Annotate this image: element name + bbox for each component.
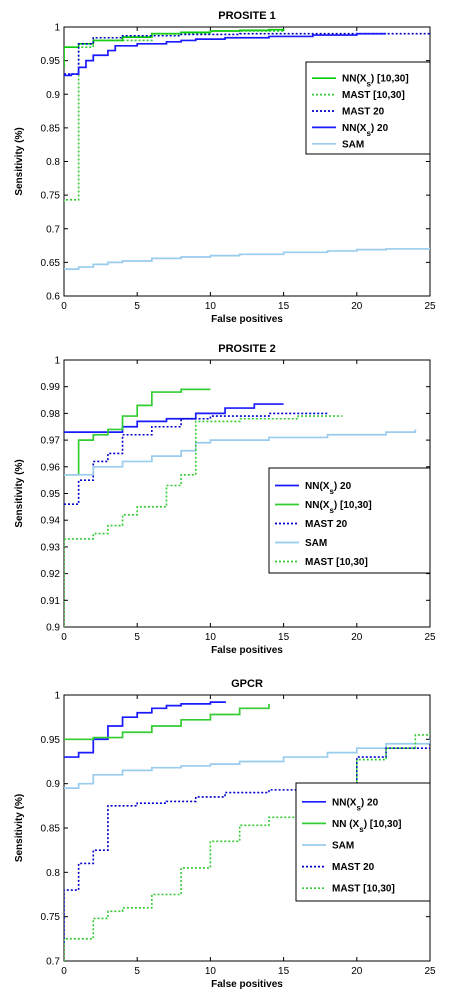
x-tick-label: 5	[134, 301, 140, 312]
series-line-1	[64, 403, 284, 433]
legend-label: SAM	[305, 538, 327, 549]
y-tick-label: 0.9	[46, 623, 60, 634]
x-tick-label: 25	[424, 966, 436, 977]
x-tick-label: 20	[351, 301, 363, 312]
series-line-5	[64, 247, 430, 270]
series-line-3	[64, 739, 430, 789]
legend-label: MAST [10,30]	[332, 884, 395, 895]
y-tick-label: 0.95	[41, 735, 61, 746]
series-line-2	[64, 29, 285, 202]
y-tick-label: 0.65	[41, 258, 61, 269]
chart-panel-3: GPCR False positives Sensitivity (%) 0 5 10 15…	[14, 678, 436, 990]
series-line-1	[64, 28, 285, 68]
chart-title: PROSITE 1	[218, 10, 275, 22]
y-tick-label: 0.99	[41, 382, 61, 393]
legend-label: NN(Xs) 20	[342, 123, 389, 138]
chart-panel-1: PROSITE 1 False positives Sensitivity (%) 0…	[14, 10, 436, 325]
x-tick-label: 5	[134, 632, 140, 643]
y-tick-label: 0.98	[41, 409, 61, 420]
x-tick-label: 25	[424, 301, 436, 312]
legend-label: NN(Xs) 20	[332, 797, 379, 812]
legend-box	[295, 782, 431, 902]
series-line-4	[64, 429, 417, 476]
x-tick-label: 0	[61, 966, 67, 977]
x-tick-label: 10	[205, 966, 217, 977]
chart-panel-2: PROSITE 2 False positives Sensitivity (%) 0…	[14, 343, 436, 656]
legend-label: MAST 20	[305, 519, 348, 530]
y-tick-label: 0.7	[46, 957, 60, 968]
series-line-5	[64, 415, 343, 627]
legend: NN(Xs) 20 NN (Xs) [10,30] SAM MAST 20 MAST […	[295, 782, 431, 902]
legend-label: MAST 20	[342, 107, 385, 118]
y-tick-label: 0.9	[46, 779, 60, 790]
x-tick-label: 15	[278, 966, 290, 977]
x-tick-label: 5	[134, 966, 140, 977]
y-tick-label: 0.92	[41, 569, 61, 580]
y-tick-label: 0.7	[46, 224, 60, 235]
series-line-1	[64, 701, 226, 758]
y-tick-label: 0.8	[46, 868, 60, 879]
x-axis-label: False positives	[211, 314, 283, 325]
chart-title: GPCR	[231, 678, 263, 690]
x-tick-label: 25	[424, 632, 436, 643]
legend-label: NN(Xs) [10,30]	[305, 500, 372, 515]
series-line-5	[64, 730, 430, 961]
legend-label: SAM	[342, 139, 364, 150]
series-line-4	[64, 32, 387, 77]
x-axis-label: False positives	[211, 979, 283, 990]
y-tick-label: 0.75	[41, 912, 61, 923]
y-tick-label: 0.8	[46, 157, 60, 168]
series-line-2	[64, 388, 211, 476]
legend: NN(Xs) 20 NN(Xs) [10,30] MAST 20 SAM MAST [1…	[268, 467, 431, 574]
y-tick-label: 0.91	[41, 596, 61, 607]
series-line-3	[64, 32, 430, 75]
legend-label: NN (Xs) [10,30]	[332, 819, 401, 834]
y-tick-label: 0.93	[41, 542, 61, 553]
y-axis-label: Sensitivity (%)	[14, 459, 25, 527]
legend-label: MAST [10,30]	[342, 90, 405, 101]
legend-label: NN(Xs) [10,30]	[342, 74, 409, 89]
x-tick-label: 0	[61, 632, 67, 643]
x-tick-label: 0	[61, 301, 67, 312]
legend-label: MAST [10,30]	[305, 557, 368, 568]
x-tick-label: 20	[351, 966, 363, 977]
x-tick-label: 10	[205, 632, 217, 643]
y-axis-label: Sensitivity (%)	[14, 794, 25, 862]
y-tick-label: 0.9	[46, 90, 60, 101]
x-axis-label: False positives	[211, 645, 283, 656]
y-tick-label: 0.75	[41, 191, 61, 202]
y-tick-label: 0.85	[41, 123, 61, 134]
x-tick-label: 15	[278, 301, 290, 312]
y-tick-label: 1	[54, 23, 60, 34]
y-tick-label: 1	[54, 356, 60, 367]
y-tick-label: 0.95	[41, 56, 61, 67]
x-tick-label: 20	[351, 632, 363, 643]
x-tick-label: 10	[205, 301, 217, 312]
y-tick-label: 0.94	[41, 516, 61, 527]
y-tick-label: 0.6	[46, 292, 60, 303]
legend-box	[305, 61, 431, 155]
series-line-3	[64, 412, 328, 505]
series-line-2	[64, 703, 270, 741]
y-tick-label: 0.85	[41, 824, 61, 835]
y-tick-label: 0.96	[41, 462, 61, 473]
y-tick-label: 0.97	[41, 436, 61, 447]
x-tick-label: 15	[278, 632, 290, 643]
y-axis-label: Sensitivity (%)	[14, 127, 25, 195]
legend-label: NN(Xs) 20	[305, 481, 352, 496]
y-tick-label: 0.95	[41, 489, 61, 500]
legend: NN(Xs) [10,30]MAST [10,30] MAST 20 NN(Xs) …	[305, 61, 431, 155]
legend-label: MAST 20	[332, 862, 375, 873]
legend-label: SAM	[332, 841, 354, 852]
y-tick-label: 1	[54, 691, 60, 702]
chart-title: PROSITE 2	[218, 343, 275, 355]
